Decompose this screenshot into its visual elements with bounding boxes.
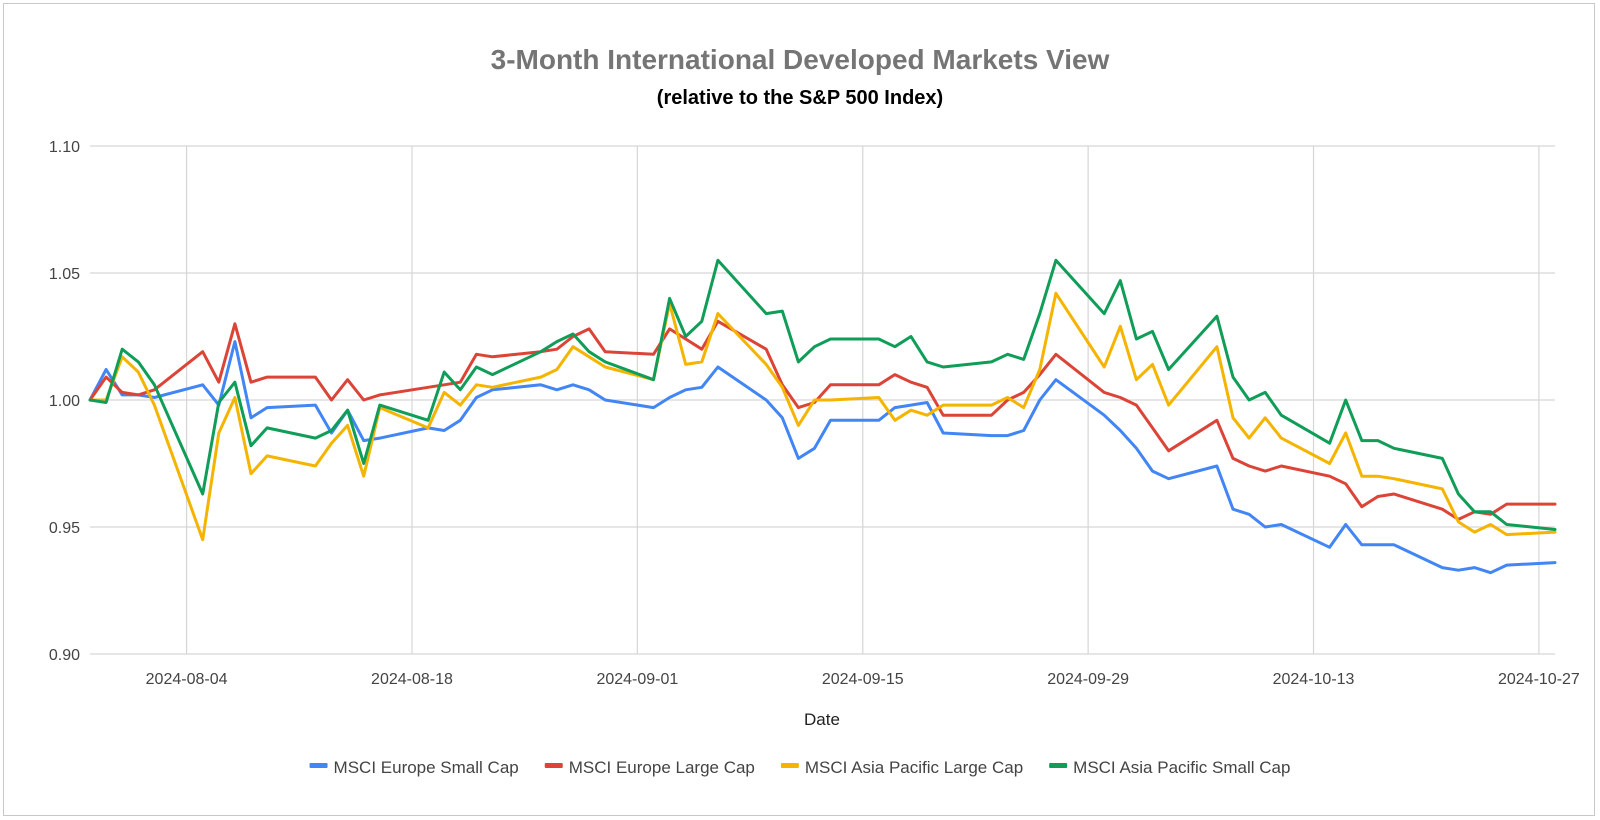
series-layer bbox=[88, 258, 1557, 575]
x-axis-title: Date bbox=[804, 710, 840, 729]
y-tick-label: 1.05 bbox=[49, 266, 80, 283]
x-tick-label: 2024-10-13 bbox=[1273, 671, 1355, 688]
chart-title: 3-Month International Developed Markets … bbox=[491, 44, 1110, 75]
x-tick-label: 2024-09-01 bbox=[596, 671, 678, 688]
legend-item: MSCI Asia Pacific Large Cap bbox=[780, 758, 1023, 777]
y-axis-ticks: 0.90 0.95 1.00 1.05 1.10 bbox=[49, 139, 80, 664]
x-tick-label: 2024-10-27 bbox=[1498, 671, 1580, 688]
legend: MSCI Europe Small Cap MSCI Europe Large C… bbox=[309, 758, 1290, 777]
legend-label: MSCI Europe Small Cap bbox=[334, 758, 519, 777]
y-tick-label: 1.00 bbox=[49, 393, 80, 410]
grid-layer bbox=[90, 145, 1555, 655]
chart-frame bbox=[3, 3, 1595, 816]
series-line-1 bbox=[88, 340, 1557, 575]
x-tick-label: 2024-09-15 bbox=[822, 671, 904, 688]
series-line-3 bbox=[88, 291, 1557, 542]
legend-label: MSCI Asia Pacific Large Cap bbox=[805, 758, 1023, 777]
legend-swatch bbox=[544, 763, 563, 768]
x-tick-label: 2024-08-18 bbox=[371, 671, 453, 688]
x-tick-label: 2024-08-04 bbox=[146, 671, 228, 688]
legend-swatch bbox=[780, 763, 799, 768]
legend-item: MSCI Europe Small Cap bbox=[309, 758, 519, 777]
series-line-2 bbox=[88, 319, 1557, 521]
legend-item: MSCI Asia Pacific Small Cap bbox=[1049, 758, 1290, 777]
x-axis-ticks: 2024-08-04 2024-08-18 2024-09-01 2024-09-15… bbox=[146, 671, 1580, 688]
x-tick-label: 2024-09-29 bbox=[1047, 671, 1129, 688]
y-tick-label: 1.10 bbox=[49, 139, 80, 156]
y-tick-label: 0.95 bbox=[49, 520, 80, 537]
legend-swatch bbox=[1049, 763, 1068, 768]
series-line-4 bbox=[88, 258, 1557, 531]
legend-swatch bbox=[309, 763, 328, 768]
legend-item: MSCI Europe Large Cap bbox=[544, 758, 755, 777]
legend-label: MSCI Asia Pacific Small Cap bbox=[1073, 758, 1290, 777]
y-tick-label: 0.90 bbox=[49, 647, 80, 664]
legend-label: MSCI Europe Large Cap bbox=[569, 758, 755, 777]
chart-subtitle: (relative to the S&P 500 Index) bbox=[657, 87, 943, 109]
